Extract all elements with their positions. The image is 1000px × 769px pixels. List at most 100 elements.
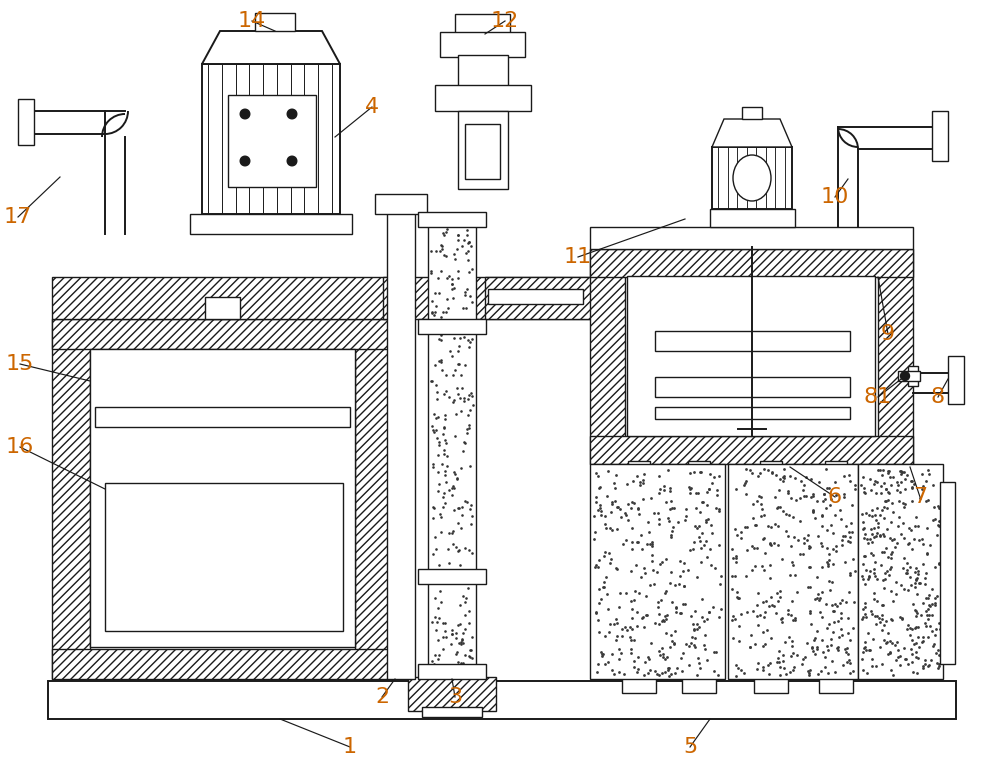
Point — [660, 662, 676, 674]
Point — [803, 618, 819, 630]
Point — [591, 597, 607, 609]
Point — [450, 229, 466, 241]
Point — [749, 495, 765, 508]
Point — [753, 491, 769, 503]
Point — [872, 616, 888, 628]
Point — [463, 644, 479, 656]
Point — [651, 618, 667, 631]
Point — [425, 512, 441, 524]
Point — [886, 533, 902, 545]
Point — [706, 645, 722, 657]
Bar — [408, 677, 496, 711]
Point — [440, 302, 456, 315]
Point — [663, 667, 679, 680]
Point — [668, 606, 684, 618]
Point — [906, 478, 922, 490]
Point — [801, 541, 817, 553]
Point — [840, 647, 856, 660]
Point — [634, 542, 650, 554]
Point — [857, 550, 873, 562]
Point — [772, 661, 788, 673]
Point — [908, 604, 924, 617]
Point — [704, 477, 720, 489]
Point — [864, 536, 880, 548]
Point — [673, 652, 689, 664]
Point — [646, 578, 662, 591]
Point — [433, 329, 449, 341]
Point — [462, 460, 478, 472]
Point — [449, 646, 465, 658]
Point — [455, 590, 471, 602]
Point — [660, 664, 676, 676]
Point — [900, 657, 916, 670]
Point — [729, 586, 745, 598]
Point — [457, 286, 473, 298]
Point — [629, 470, 645, 482]
Point — [633, 571, 649, 584]
Point — [910, 631, 926, 643]
Point — [460, 237, 476, 249]
Point — [640, 651, 656, 663]
Point — [829, 641, 845, 654]
Point — [460, 254, 476, 266]
Point — [447, 430, 463, 442]
Point — [823, 633, 839, 645]
Point — [426, 309, 442, 321]
Point — [896, 552, 912, 564]
Point — [878, 542, 894, 554]
Point — [763, 632, 779, 644]
Point — [641, 526, 657, 538]
Point — [802, 664, 818, 676]
Point — [432, 508, 448, 521]
Point — [787, 612, 803, 624]
Point — [870, 518, 886, 530]
Point — [872, 530, 888, 542]
Point — [426, 408, 442, 420]
Point — [920, 603, 936, 615]
Point — [928, 624, 944, 636]
Point — [624, 496, 640, 508]
Point — [449, 243, 465, 255]
Point — [864, 608, 880, 620]
Point — [424, 295, 440, 308]
Point — [430, 449, 446, 461]
Point — [657, 611, 673, 623]
Text: 15: 15 — [6, 354, 34, 374]
Point — [870, 521, 886, 533]
Point — [438, 437, 454, 449]
Point — [804, 642, 820, 654]
Point — [588, 495, 604, 508]
Point — [736, 479, 752, 491]
Point — [431, 438, 447, 451]
Point — [869, 527, 885, 539]
Point — [908, 562, 924, 574]
Point — [450, 265, 466, 278]
Point — [425, 461, 441, 474]
Point — [755, 626, 771, 638]
Point — [597, 510, 613, 522]
Point — [457, 358, 473, 371]
Point — [810, 530, 826, 542]
Bar — [228, 95, 316, 187]
Point — [623, 595, 639, 608]
Point — [814, 540, 830, 552]
Point — [706, 471, 722, 483]
Point — [920, 494, 936, 507]
Point — [450, 545, 466, 558]
Point — [847, 479, 863, 491]
Point — [453, 638, 469, 650]
Point — [462, 503, 478, 515]
Bar — [52, 277, 412, 319]
Point — [865, 633, 881, 645]
Point — [431, 287, 447, 299]
Point — [686, 624, 702, 637]
Point — [866, 567, 882, 579]
Bar — [422, 707, 482, 717]
Bar — [819, 677, 853, 693]
Point — [784, 595, 800, 608]
Point — [911, 534, 927, 547]
Point — [455, 302, 471, 315]
Bar — [590, 249, 913, 277]
Point — [673, 607, 689, 619]
Point — [593, 646, 609, 658]
